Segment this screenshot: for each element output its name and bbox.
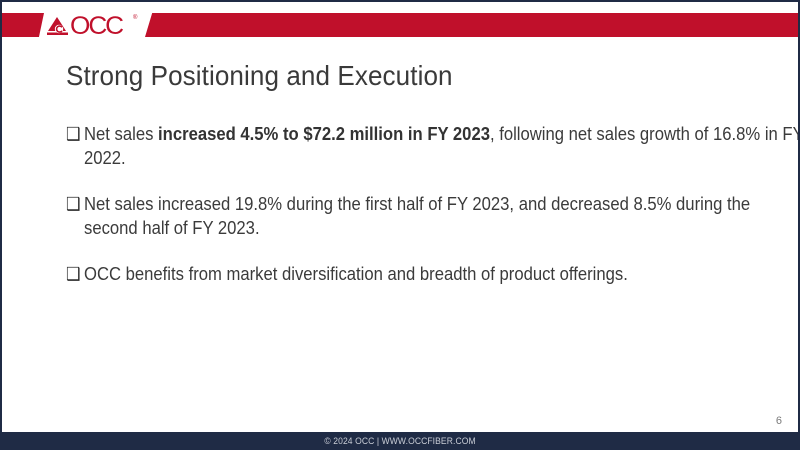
bullet-list: ❑ Net sales increased 4.5% to $72.2 mill… [66,122,798,308]
header-band-left [2,13,44,37]
bullet-item: ❑ Net sales increased 4.5% to $72.2 mill… [66,122,798,170]
occ-triangle-logo-icon [47,17,68,35]
bullet-text: Net sales increased 19.8% during the fir… [84,193,751,238]
occ-logo: OCC ® [47,12,137,40]
footer-bar: © 2024 OCC | WWW.OCCFIBER.COM [0,432,800,450]
page-number: 6 [775,415,782,427]
checkbox-bullet-icon: ❑ [66,124,81,144]
checkbox-bullet-icon: ❑ [66,194,81,214]
footer-text: © 2024 OCC | WWW.OCCFIBER.COM [324,435,476,447]
logo-text: OCC [70,12,124,40]
slide-canvas: OCC ® Strong Positioning and Execution ❑… [2,2,798,432]
bullet-item: ❑ Net sales increased 19.8% during the f… [66,192,798,240]
bullet-text-suffix: , following net sales growth of 16.8% in… [84,123,798,168]
bullet-text-bold: increased 4.5% to $72.2 million in FY 20… [158,123,490,144]
checkbox-bullet-icon: ❑ [66,264,81,284]
slide-title: Strong Positioning and Execution [66,60,453,91]
bullet-text-prefix: Net sales [84,123,159,144]
registered-mark: ® [133,15,138,21]
bullet-text: OCC benefits from market diversification… [84,263,628,284]
bullet-item: ❑ OCC benefits from market diversificati… [66,262,798,286]
header-band-right [145,13,798,37]
